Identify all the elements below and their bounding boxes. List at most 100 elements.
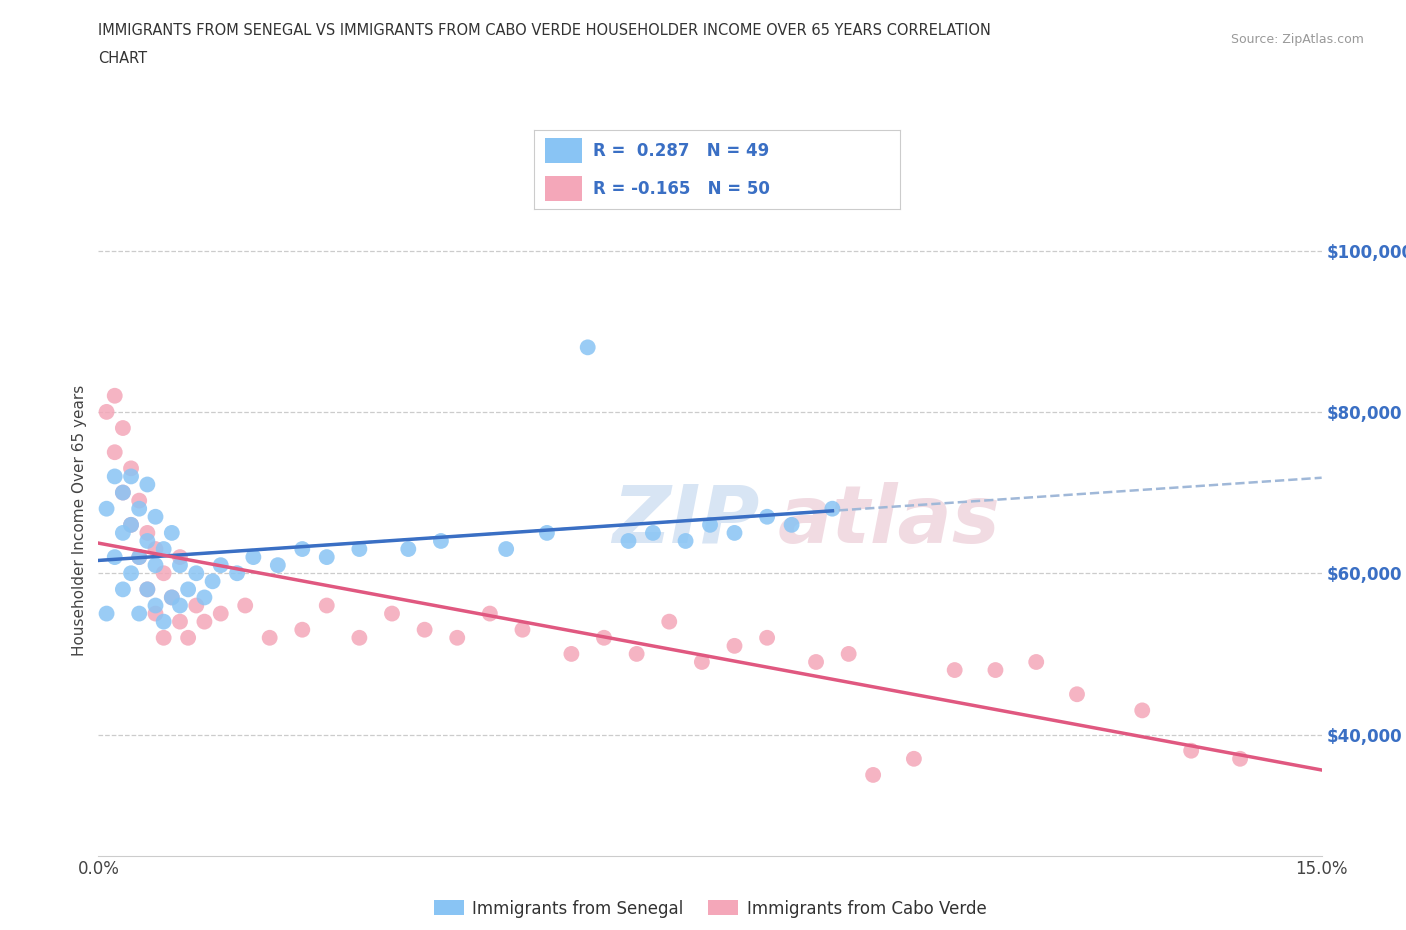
Point — [128, 550, 150, 565]
Point — [495, 541, 517, 556]
Point — [193, 590, 215, 604]
Point — [226, 565, 249, 580]
Point — [136, 534, 159, 549]
Point — [699, 517, 721, 532]
Point — [152, 614, 174, 629]
Text: IMMIGRANTS FROM SENEGAL VS IMMIGRANTS FROM CABO VERDE HOUSEHOLDER INCOME OVER 65: IMMIGRANTS FROM SENEGAL VS IMMIGRANTS FR… — [98, 23, 991, 38]
Point — [145, 541, 167, 556]
Point — [381, 606, 404, 621]
Point — [186, 565, 208, 580]
Point — [160, 590, 183, 604]
Point — [145, 598, 167, 613]
Text: ZIP: ZIP — [612, 482, 759, 560]
Point — [821, 501, 844, 516]
Point — [120, 517, 142, 532]
Point — [804, 655, 827, 670]
Point — [1130, 703, 1153, 718]
Point — [446, 631, 468, 645]
Y-axis label: Householder Income Over 65 years: Householder Income Over 65 years — [72, 385, 87, 657]
Point — [120, 517, 142, 532]
Point — [177, 582, 200, 597]
Point — [536, 525, 558, 540]
Point — [259, 631, 281, 645]
Legend: Immigrants from Senegal, Immigrants from Cabo Verde: Immigrants from Senegal, Immigrants from… — [427, 893, 993, 924]
Point — [209, 606, 232, 621]
Text: CHART: CHART — [98, 51, 148, 66]
Point — [396, 541, 419, 556]
Point — [291, 541, 314, 556]
Point — [430, 534, 453, 549]
Point — [120, 565, 142, 580]
Point — [145, 510, 167, 525]
Point — [104, 389, 127, 404]
Bar — [546, 176, 582, 202]
Point — [152, 565, 174, 580]
Point — [690, 655, 713, 670]
Point — [413, 622, 436, 637]
Point — [512, 622, 534, 637]
Point — [233, 598, 256, 613]
Point — [349, 631, 371, 645]
Point — [984, 662, 1007, 677]
Point — [593, 631, 616, 645]
Point — [169, 558, 191, 573]
Point — [478, 606, 501, 621]
Point — [136, 582, 159, 597]
Point — [617, 534, 640, 549]
Point — [104, 550, 127, 565]
Point — [186, 598, 208, 613]
Point — [136, 582, 159, 597]
Point — [838, 646, 860, 661]
Point — [1180, 743, 1202, 758]
Point — [152, 631, 174, 645]
Text: atlas: atlas — [778, 482, 1000, 560]
Point — [145, 558, 167, 573]
Point — [315, 598, 337, 613]
Point — [96, 501, 118, 516]
Point — [169, 598, 191, 613]
Point — [576, 339, 599, 354]
Text: R =  0.287   N = 49: R = 0.287 N = 49 — [593, 141, 769, 160]
Point — [104, 445, 127, 459]
Point — [349, 541, 371, 556]
Point — [160, 590, 183, 604]
Point — [201, 574, 224, 589]
Point — [1066, 687, 1088, 702]
Point — [128, 501, 150, 516]
Point — [111, 582, 134, 597]
Point — [675, 534, 697, 549]
Point — [136, 525, 159, 540]
Point — [120, 461, 142, 476]
Point — [903, 751, 925, 766]
Point — [120, 469, 142, 484]
Point — [315, 550, 337, 565]
Point — [177, 631, 200, 645]
Point — [111, 485, 134, 500]
Point — [111, 525, 134, 540]
Point — [756, 510, 779, 525]
Point — [1229, 751, 1251, 766]
Point — [1025, 655, 1047, 670]
Point — [658, 614, 681, 629]
Point — [96, 606, 118, 621]
Point — [193, 614, 215, 629]
Point — [209, 558, 232, 573]
Point — [96, 405, 118, 419]
Point — [136, 477, 159, 492]
Point — [723, 525, 745, 540]
Point — [943, 662, 966, 677]
Point — [160, 525, 183, 540]
Point — [626, 646, 648, 661]
Point — [104, 469, 127, 484]
Point — [145, 606, 167, 621]
Point — [756, 631, 779, 645]
Text: Source: ZipAtlas.com: Source: ZipAtlas.com — [1230, 33, 1364, 46]
Point — [128, 550, 150, 565]
Point — [152, 541, 174, 556]
Point — [169, 614, 191, 629]
Point — [780, 517, 803, 532]
Point — [111, 420, 134, 435]
Bar — [546, 139, 582, 164]
Point — [169, 550, 191, 565]
Text: R = -0.165   N = 50: R = -0.165 N = 50 — [593, 179, 769, 198]
